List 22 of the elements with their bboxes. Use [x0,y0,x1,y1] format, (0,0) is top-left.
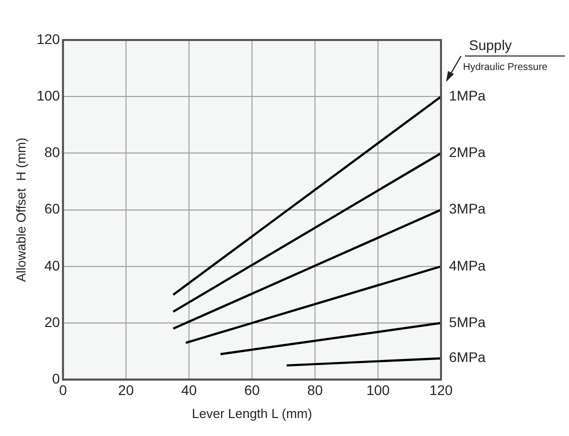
series-label: 6MPa [449,349,486,366]
series-label: 1MPa [449,87,486,104]
y-tick-label: 0 [52,370,60,386]
y-axis-title: Allowable Offset H (mm) [13,138,28,282]
x-tick-label: 20 [118,382,134,398]
x-tick-label: 80 [307,382,323,398]
y-tick-label: 20 [44,314,60,330]
x-axis-title: Lever Length L (mm) [192,406,312,421]
x-tick-label: 60 [244,382,260,398]
y-tick-label: 100 [36,87,60,104]
x-tick-label: 100 [366,382,390,398]
y-tick-label: 40 [44,257,60,274]
y-tick-label: 60 [44,200,60,217]
series-label: 2MPa [449,144,486,160]
series-label: 5MPa [449,314,486,330]
y-tick-label: 80 [44,144,60,160]
series-label: 4MPa [449,257,486,274]
y-tick-label: 120 [36,30,60,47]
x-tick-label: 120 [429,382,453,398]
legend-title: Supply Hydraulic Pressure [463,37,548,73]
series-label: 3MPa [449,200,486,217]
x-tick-label: 40 [181,382,197,398]
